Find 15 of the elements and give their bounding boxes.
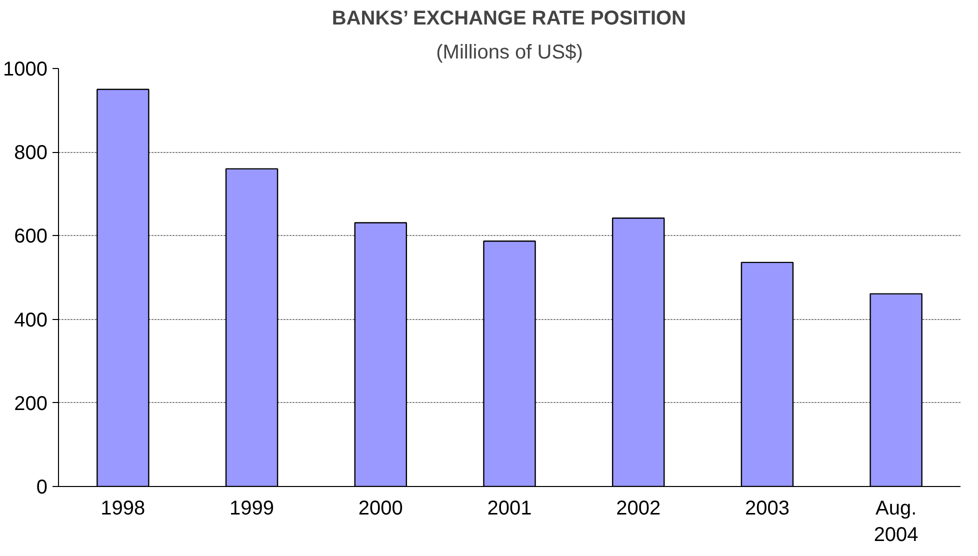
- x-tick-label: 2002: [616, 498, 661, 520]
- x-tick-label: 1999: [230, 498, 274, 520]
- chart-subtitle: (Millions of US$): [436, 42, 583, 64]
- y-tick-label: 200: [14, 392, 48, 415]
- x-tick-label: 2001: [487, 498, 532, 520]
- y-tick-label: 0: [36, 476, 48, 498]
- y-tick-label: 800: [14, 142, 48, 164]
- x-tick-label: Aug. 2004: [874, 498, 918, 546]
- y-tick-label: 400: [14, 309, 48, 332]
- x-tick-label: 2000: [358, 498, 403, 520]
- y-tick-label: 600: [14, 226, 48, 248]
- chart-title: BANKS’ EXCHANGE RATE POSITION: [332, 8, 686, 30]
- x-tick-label: 2003: [744, 498, 790, 520]
- x-tick-label: 1998: [100, 498, 146, 520]
- y-tick-label: 1000: [3, 58, 48, 80]
